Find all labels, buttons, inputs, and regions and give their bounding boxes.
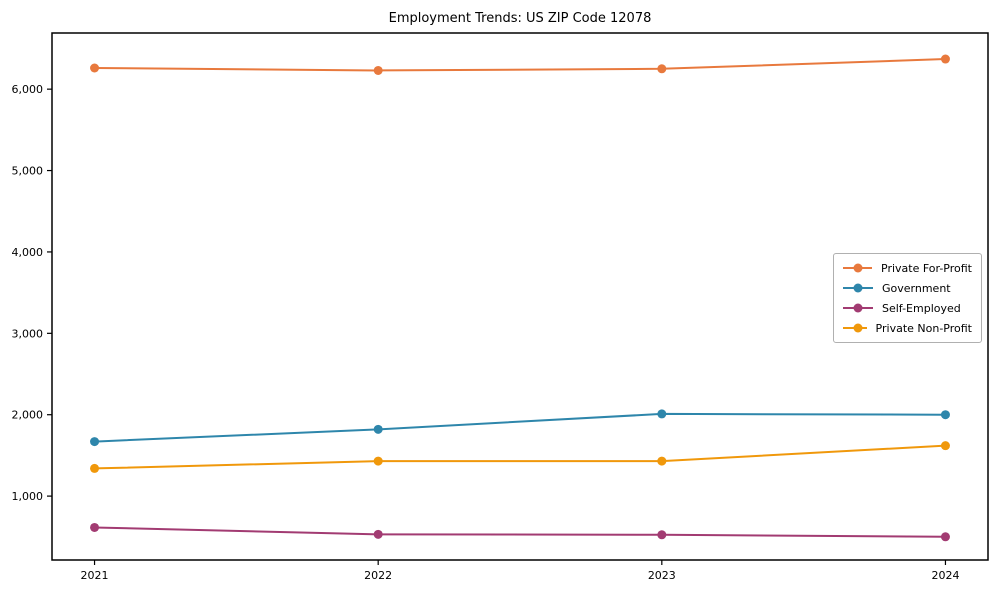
- legend-dot: [853, 283, 863, 293]
- data-point-private-for-profit-2024: [940, 54, 950, 64]
- data-point-private-for-profit-2023: [657, 64, 667, 74]
- series-line-private-for-profit: [94, 58, 946, 72]
- legend-item-self-employed: Self-Employed: [843, 299, 972, 318]
- y-tick-label: 4,000: [12, 246, 44, 259]
- legend: Private For-Profit Government Self-Employe…: [833, 253, 982, 343]
- x-tick-label: 2022: [364, 569, 392, 582]
- data-point-government-2024: [940, 410, 950, 420]
- data-point-private-for-profit-2022: [373, 65, 383, 75]
- data-point-self-employed-2023: [657, 530, 667, 540]
- legend-dot: [853, 303, 863, 313]
- legend-dot: [853, 323, 863, 333]
- data-point-private-non-profit-2021: [90, 463, 100, 473]
- data-point-government-2021: [90, 437, 100, 447]
- plot-spines: [51, 32, 989, 561]
- y-tick-label: 2,000: [12, 409, 44, 422]
- legend-item-government: Government: [843, 279, 972, 298]
- legend-marker-icon: [843, 283, 873, 293]
- y-tick-label: 3,000: [12, 327, 44, 340]
- data-point-private-non-profit-2023: [657, 456, 667, 466]
- y-tick-label: 1,000: [12, 490, 44, 503]
- y-tick-label: 6,000: [12, 83, 44, 96]
- legend-marker-icon: [843, 263, 872, 273]
- legend-label: Self-Employed: [882, 301, 961, 315]
- data-point-government-2023: [657, 409, 667, 419]
- y-tick-label: 5,000: [12, 165, 44, 178]
- data-point-self-employed-2022: [373, 529, 383, 539]
- legend-marker-icon: [843, 303, 873, 313]
- data-point-private-for-profit-2021: [90, 63, 100, 73]
- series-line-self-employed: [94, 526, 946, 538]
- legend-dot: [853, 263, 863, 273]
- data-point-government-2022: [373, 424, 383, 434]
- x-tick-label: 2021: [81, 569, 109, 582]
- legend-item-private-for-profit: Private For-Profit: [843, 259, 972, 278]
- legend-label: Private For-Profit: [881, 261, 972, 275]
- data-point-self-employed-2024: [940, 532, 950, 542]
- legend-item-private-non-profit: Private Non-Profit: [843, 319, 972, 338]
- x-tick-label: 2024: [931, 569, 959, 582]
- legend-label: Private Non-Profit: [875, 321, 972, 335]
- data-point-private-non-profit-2024: [940, 441, 950, 451]
- chart-title: Employment Trends: US ZIP Code 12078: [388, 11, 652, 26]
- series-line-government: [94, 412, 946, 443]
- data-point-self-employed-2021: [90, 522, 100, 532]
- x-tick-label: 2023: [648, 569, 676, 582]
- legend-marker-icon: [843, 323, 867, 333]
- legend-label: Government: [882, 281, 951, 295]
- data-point-private-non-profit-2022: [373, 456, 383, 466]
- series-line-private-non-profit: [94, 444, 946, 470]
